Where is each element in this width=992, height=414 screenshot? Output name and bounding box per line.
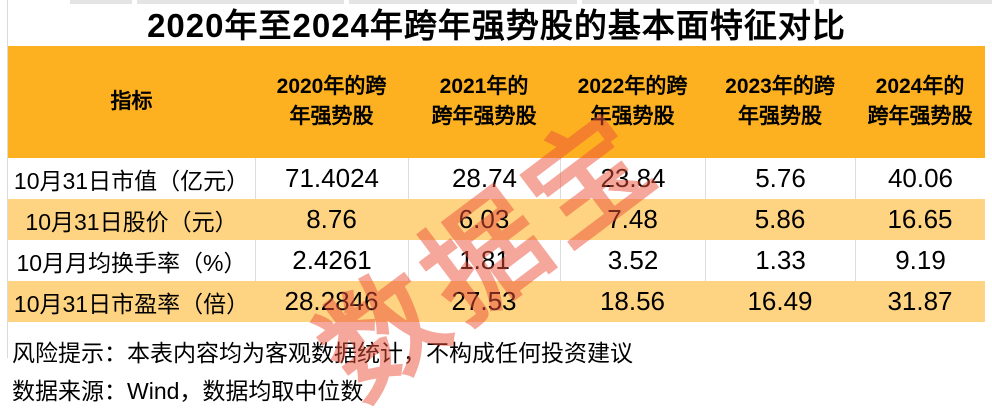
value-cell: 28.74 — [408, 158, 560, 199]
table-row-pe-ratio: 10月31日市盈率（倍） 28.2846 27.53 18.56 16.49 3… — [8, 281, 985, 322]
value-cell: 8.76 — [306, 204, 357, 234]
value-cell: 5.86 — [754, 204, 806, 234]
value-cell: 9.19 — [855, 240, 985, 281]
value-cell: 71.4024 — [255, 158, 408, 199]
value-cell: 6.03 — [458, 204, 510, 234]
top-gridline-band — [137, 0, 344, 4]
footer-notes: 风险提示：本表内容均为客观数据统计，不构成任何投资建议 数据来源：Wind，数据… — [12, 334, 633, 410]
comparison-table: 指标 2020年的跨 年强势股 2021年的 跨年强势股 2022年的跨 年强势… — [8, 46, 985, 322]
header-2023: 2023年的跨 年强势股 — [725, 75, 835, 128]
value-cell: 1.81 — [408, 240, 560, 281]
table-row-turnover: 10月月均换手率（%） 2.4261 1.81 3.52 1.33 9.19 — [8, 240, 985, 281]
value-cell: 7.48 — [607, 204, 658, 234]
header-2020: 2020年的跨 年强势股 — [276, 75, 387, 128]
value-cell: 16.49 — [747, 286, 813, 316]
risk-disclaimer: 风险提示：本表内容均为客观数据统计，不构成任何投资建议 — [12, 340, 633, 366]
row-label: 10月31日市盈率（倍） — [13, 290, 250, 317]
data-source: 数据来源：Wind，数据均取中位数 — [12, 378, 364, 404]
header-indicator: 指标 — [110, 90, 153, 113]
value-cell: 40.06 — [855, 158, 985, 199]
value-cell: 18.56 — [599, 286, 666, 316]
value-cell: 31.87 — [887, 286, 953, 316]
value-cell: 5.76 — [705, 158, 855, 199]
value-cell: 28.2846 — [284, 286, 379, 316]
table-row-price: 10月31日股价（元） 8.76 6.03 7.48 5.86 16.65 — [8, 199, 985, 240]
header-2022: 2022年的跨 年强势股 — [577, 75, 688, 128]
left-gridline — [7, 0, 8, 358]
page-title: 2020年至2024年跨年强势股的基本面特征对比 — [147, 7, 846, 44]
row-label: 10月31日市值（亿元） — [13, 167, 250, 194]
value-cell: 23.84 — [560, 158, 705, 199]
value-cell: 1.33 — [705, 240, 855, 281]
header-2024: 2024年的 跨年强势股 — [867, 75, 973, 128]
value-cell: 3.52 — [560, 240, 705, 281]
row-label: 10月月均换手率（%） — [16, 249, 247, 276]
row-label: 10月31日股价（元） — [25, 208, 238, 235]
value-cell: 27.53 — [451, 286, 517, 316]
value-cell: 2.4261 — [255, 240, 408, 281]
top-gridline-band — [582, 0, 814, 4]
top-gridline-band — [70, 0, 132, 4]
table-row-market-cap: 10月31日市值（亿元） 71.4024 28.74 23.84 5.76 40… — [8, 158, 985, 199]
value-cell: 16.65 — [887, 204, 953, 234]
table-header-row: 指标 2020年的跨 年强势股 2021年的 跨年强势股 2022年的跨 年强势… — [8, 46, 985, 158]
header-2021: 2021年的 跨年强势股 — [431, 75, 537, 128]
top-gridline-band — [819, 0, 992, 4]
top-gridline-band — [349, 0, 577, 4]
